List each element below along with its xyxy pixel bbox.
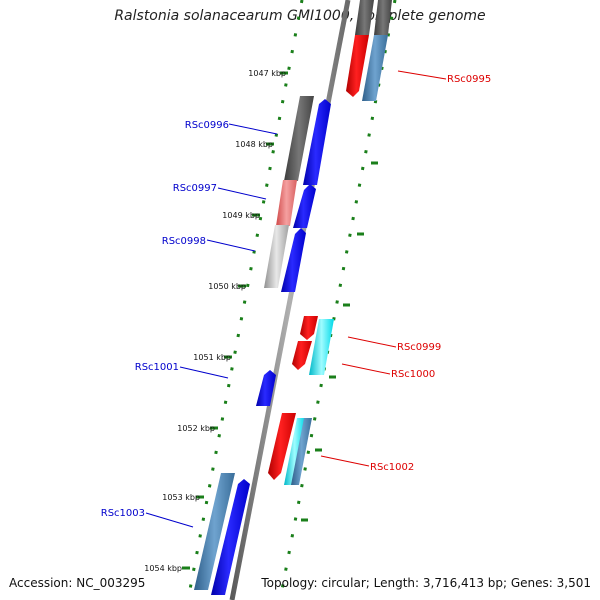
gene-label-rsc1003[interactable]: RSc1003 xyxy=(101,508,145,519)
gene-rsc1001-arrow[interactable] xyxy=(256,370,276,406)
scale-label: 1050 kbp xyxy=(208,282,246,291)
gene-rsc1003-arrow[interactable] xyxy=(211,479,250,595)
leader-rsc0997 xyxy=(217,187,267,200)
gene-rsc0999-arrow-b[interactable] xyxy=(292,341,312,370)
gene-rsc0995-top xyxy=(355,0,374,35)
gene-rsc0998-arrow[interactable] xyxy=(281,228,306,292)
scale-label: 1053 kbp xyxy=(162,493,200,502)
gene-rsc0995-arrow[interactable] xyxy=(346,35,369,97)
gene-rsc1000-bar[interactable] xyxy=(309,319,334,375)
gene-label-rsc0996[interactable]: RSc0996 xyxy=(185,120,229,131)
gene-label-rsc1001[interactable]: RSc1001 xyxy=(135,362,179,373)
leader-rsc0995 xyxy=(397,70,447,80)
scale-label: 1051 kbp xyxy=(193,353,231,362)
gene-rsc0998-bar[interactable] xyxy=(264,225,289,288)
leader-rsc0999 xyxy=(347,336,397,348)
leader-rsc0998 xyxy=(206,239,256,252)
genome-backbone xyxy=(229,0,351,600)
gene-label-rsc0998[interactable]: RSc0998 xyxy=(162,236,206,247)
gene-rsc0996-arrow[interactable] xyxy=(303,99,331,185)
map-title: Ralstonia solanacearum GMI1000, complete… xyxy=(114,8,486,24)
scale-label: 1047 kbp xyxy=(248,69,286,78)
gene-rsc1002-arrow[interactable] xyxy=(268,413,296,480)
leader-rsc0996 xyxy=(228,123,278,135)
gene-rsc1002-steel[interactable] xyxy=(291,418,312,485)
scale-label: 1048 kbp xyxy=(235,140,273,149)
gene-label-rsc1000[interactable]: RSc1000 xyxy=(391,369,435,380)
gene-rsc0999-arrow-a[interactable] xyxy=(300,316,318,340)
gene-label-rsc1002[interactable]: RSc1002 xyxy=(370,462,414,473)
leader-rsc1001 xyxy=(179,366,229,379)
forward-tick-ring xyxy=(186,0,304,600)
gene-label-rsc0997[interactable]: RSc0997 xyxy=(173,183,217,194)
accession-label: Accession: NC_003295 xyxy=(9,576,146,590)
gene-rsc0997-bar[interactable] xyxy=(276,180,297,226)
gene-rsc0996-bar[interactable] xyxy=(284,96,314,181)
gene-label-rsc0995[interactable]: RSc0995 xyxy=(447,74,491,85)
gene-rsc0997-arrow[interactable] xyxy=(293,184,316,228)
scale-label: 1054 kbp xyxy=(144,564,182,573)
gene-rsc1002-cyan[interactable] xyxy=(284,418,305,485)
gene-rsc1003-bar[interactable] xyxy=(194,473,235,590)
scale-label: 1052 kbp xyxy=(177,424,215,433)
gene-rsc0995-bar[interactable] xyxy=(362,35,388,101)
leader-rsc1000 xyxy=(341,363,391,375)
leader-rsc1003 xyxy=(145,512,194,528)
gene-label-rsc0999[interactable]: RSc0999 xyxy=(397,342,441,353)
leader-rsc1002 xyxy=(320,455,370,467)
topology-label: Topology: circular; Length: 3,716,413 bp… xyxy=(261,576,591,590)
scale-label: 1049 kbp xyxy=(222,211,260,220)
scale-ticks xyxy=(182,71,378,570)
gene-rsc0995-top2 xyxy=(374,0,392,35)
